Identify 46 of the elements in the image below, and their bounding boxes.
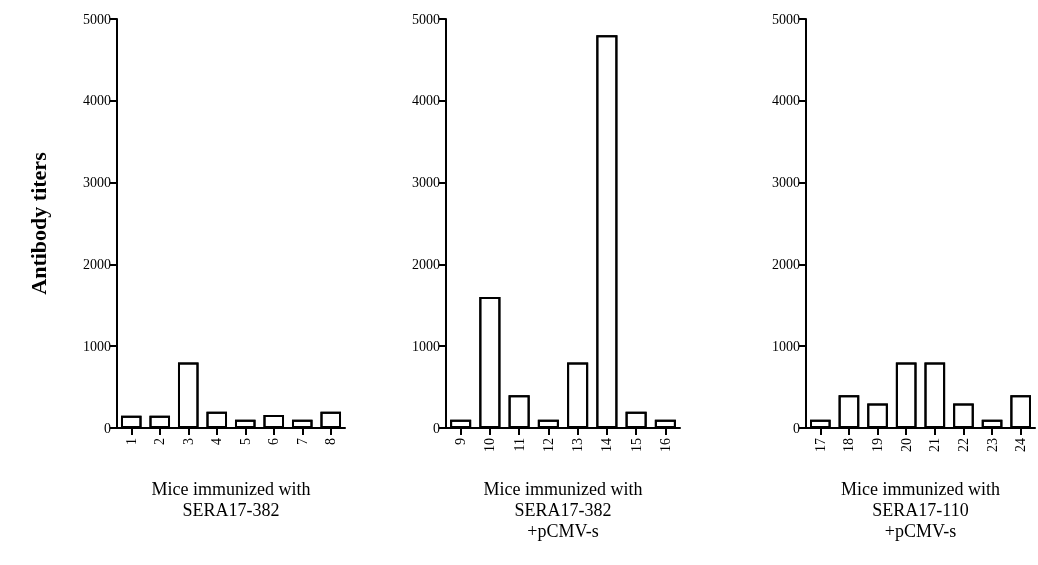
- x-tick-label: 22: [955, 438, 971, 452]
- x-tick-label: 10: [482, 438, 498, 452]
- y-tick-label: 3000: [83, 175, 111, 191]
- y-tick-label: 1000: [772, 338, 800, 354]
- x-tick-label: 8: [323, 438, 339, 445]
- y-tick-label: 5000: [772, 11, 800, 27]
- y-tick-label: 3000: [412, 175, 440, 191]
- x-tick-label: 6: [266, 438, 282, 445]
- x-tick-label: 20: [898, 438, 914, 452]
- x-tick-label: 21: [927, 438, 943, 452]
- y-tick-label: 4000: [772, 93, 800, 109]
- x-tick-label: 23: [984, 438, 1000, 452]
- x-tick-label: 11: [511, 438, 527, 452]
- y-tick-label: 5000: [412, 11, 440, 27]
- x-tick-label: 3: [180, 438, 196, 445]
- x-tick-label: 14: [599, 438, 615, 452]
- y-tick-label: 2000: [772, 256, 800, 272]
- y-tick-label: 0: [793, 420, 800, 436]
- x-tick-label: 9: [453, 438, 469, 445]
- y-tick-label: 0: [433, 420, 440, 436]
- x-tick-label: 4: [209, 438, 225, 445]
- y-tick-label: 2000: [412, 256, 440, 272]
- x-axis-title: Mice immunized with SERA17-382 +pCMV-s: [483, 478, 643, 541]
- x-tick-label: 17: [812, 438, 828, 452]
- y-tick-label: 1000: [83, 338, 111, 354]
- y-tick-label: 1000: [412, 338, 440, 354]
- y-axis-title: Antibody titers: [25, 151, 51, 295]
- x-tick-label: 12: [540, 438, 556, 452]
- x-tick-label: 5: [237, 438, 253, 445]
- x-tick-label: 24: [1013, 438, 1029, 452]
- y-tick-label: 5000: [83, 11, 111, 27]
- x-axis-title: Mice immunized with SERA17-110 +pCMV-s: [841, 478, 1000, 541]
- x-axis-title: Mice immunized with SERA17-382: [151, 478, 311, 520]
- y-tick-label: 4000: [412, 93, 440, 109]
- x-tick-label: 15: [628, 438, 644, 452]
- x-tick-label: 1: [123, 438, 139, 445]
- y-tick-label: 0: [104, 420, 111, 436]
- x-tick-label: 13: [570, 438, 586, 452]
- x-tick-label: 16: [657, 438, 673, 452]
- x-tick-label: 19: [870, 438, 886, 452]
- y-tick-label: 3000: [772, 175, 800, 191]
- x-tick-label: 7: [294, 438, 310, 445]
- y-tick-label: 2000: [83, 256, 111, 272]
- y-tick-label: 4000: [83, 93, 111, 109]
- x-tick-label: 18: [841, 438, 857, 452]
- x-tick-label: 2: [152, 438, 168, 445]
